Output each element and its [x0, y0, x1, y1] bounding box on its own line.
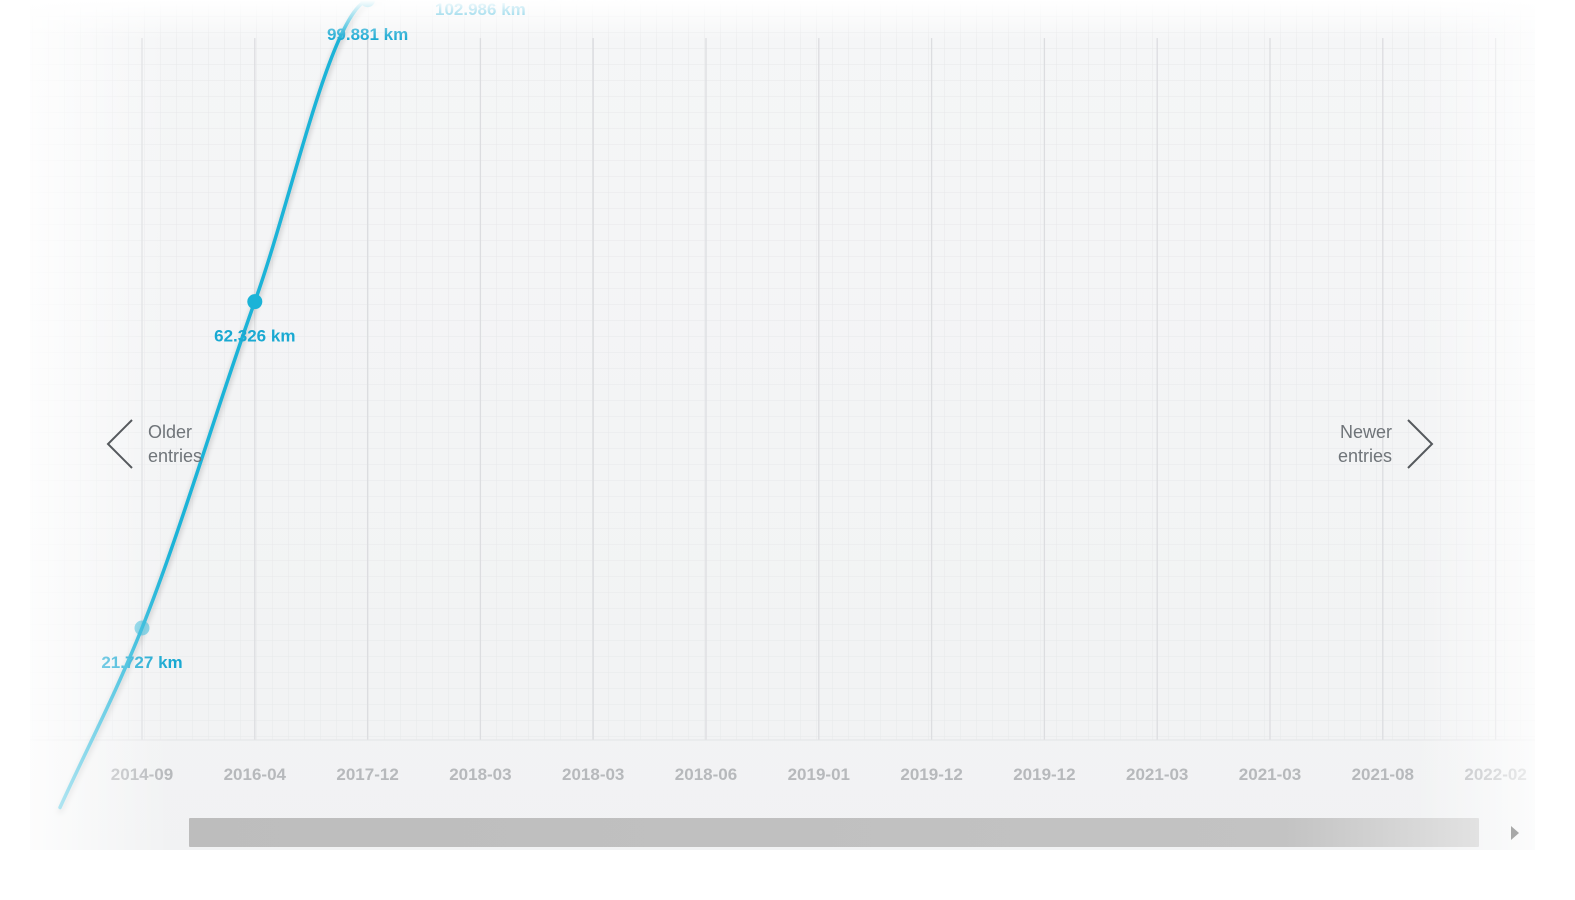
x-tick-label-2: 2017-12 [336, 765, 398, 784]
x-tick-label-3: 2018-03 [449, 765, 511, 784]
x-tick-label-5: 2018-06 [675, 765, 737, 784]
top-fade-overlay [0, 0, 1575, 40]
data-label-1: 62.326 km [214, 327, 295, 346]
chevron-left-icon [106, 419, 133, 469]
newer-label-line1: Newer [1340, 422, 1393, 442]
horizontal-scrollbar-thumb[interactable] [189, 818, 1479, 847]
x-tick-label-1: 2016-04 [224, 765, 287, 784]
older-label-line2: entries [148, 446, 203, 466]
chevron-right-icon [1407, 419, 1434, 469]
older-entries-button[interactable]: Older entries [104, 416, 202, 472]
x-tick-label-6: 2019-01 [788, 765, 850, 784]
data-point-1 [247, 294, 263, 310]
older-label-line1: Older [148, 422, 193, 442]
x-tick-label-10: 2021-03 [1239, 765, 1301, 784]
scroll-right-button[interactable] [1505, 821, 1525, 845]
x-tick-label-7: 2019-12 [900, 765, 962, 784]
series-line-group [58, 0, 372, 810]
triangle-right-icon [1511, 826, 1519, 840]
right-edge [1535, 0, 1575, 900]
newer-label-line2: entries [1338, 446, 1393, 466]
x-tick-label-8: 2019-12 [1013, 765, 1075, 784]
x-tick-label-9: 2021-03 [1126, 765, 1188, 784]
x-tick-label-11: 2021-08 [1352, 765, 1414, 784]
bottom-band [0, 850, 1575, 900]
x-tick-label-4: 2018-03 [562, 765, 624, 784]
newer-entries-button[interactable]: Newer entries [1338, 416, 1436, 472]
left-edge [0, 0, 30, 900]
series-line [58, 0, 372, 810]
minor-grid [0, 0, 1575, 740]
